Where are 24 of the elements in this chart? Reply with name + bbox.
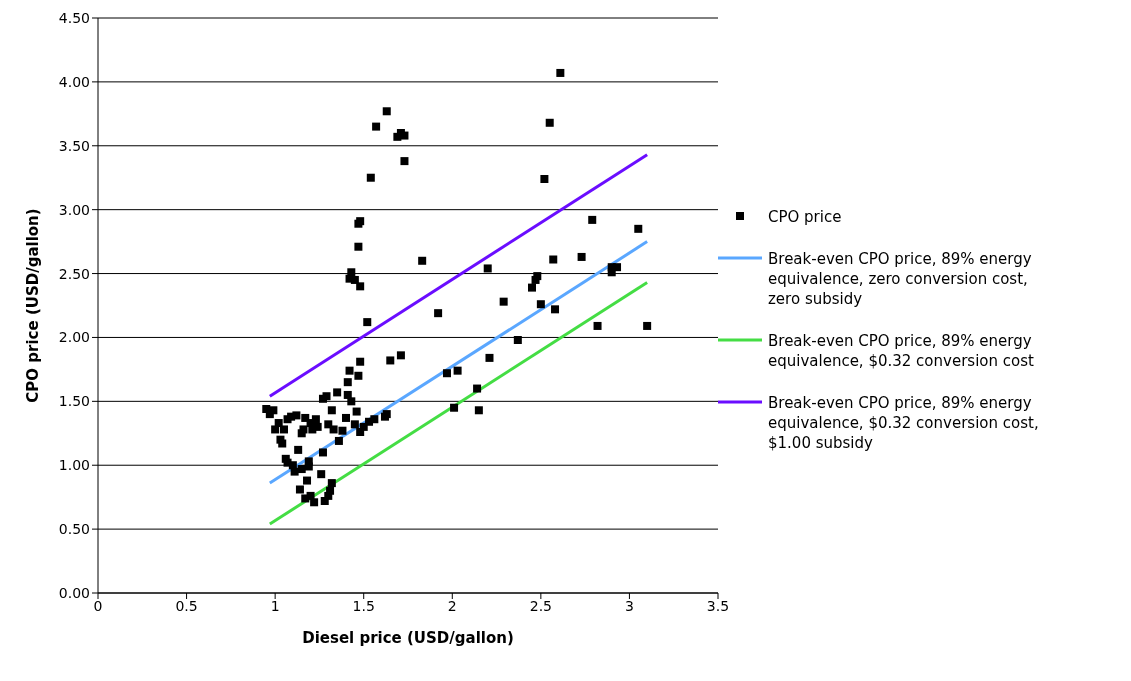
legend-label: Break-even CPO price, 89% energy equivalence, $0.32 conversion cost: [768, 330, 1035, 371]
x-tick-label: 2: [447, 597, 457, 614]
y-tick-label: 1.00: [58, 457, 90, 474]
legend-label: CPO price: [768, 206, 842, 227]
y-tick-label: 2.00: [58, 329, 90, 346]
x-tick-label: 0.5: [175, 597, 198, 614]
x-tick-label: 3.5: [706, 597, 730, 614]
y-tick-label: 3.00: [58, 201, 90, 218]
legend-label: Break-even CPO price, 89% energy equivalence, $0.32 conversion cost, $1.00 subsidy: [768, 392, 1040, 453]
x-tick-label: 2.5: [529, 597, 552, 614]
x-tick-label: 1.5: [352, 597, 375, 614]
y-tick-label: 1.50: [58, 393, 90, 410]
x-tick-label: 3: [624, 597, 634, 614]
x-tick-label: 1: [270, 597, 280, 614]
y-tick-label: 2.50: [58, 265, 90, 282]
y-tick-label: 4.50: [58, 9, 90, 26]
legend-label: Break-even CPO price, 89% energy equivalence, zero conversion cost, zero subsidy: [768, 248, 1033, 309]
y-tick-label: 4.00: [58, 73, 90, 90]
y-tick-label: 0.50: [58, 521, 90, 538]
y-axis-title: CPO price (USD/gallon): [24, 208, 43, 403]
y-tick-label: 0.00: [58, 584, 90, 601]
x-axis-title: Diesel price (USD/gallon): [302, 629, 514, 647]
x-tick-label: 0: [93, 597, 103, 614]
y-tick-label: 3.50: [58, 137, 90, 154]
